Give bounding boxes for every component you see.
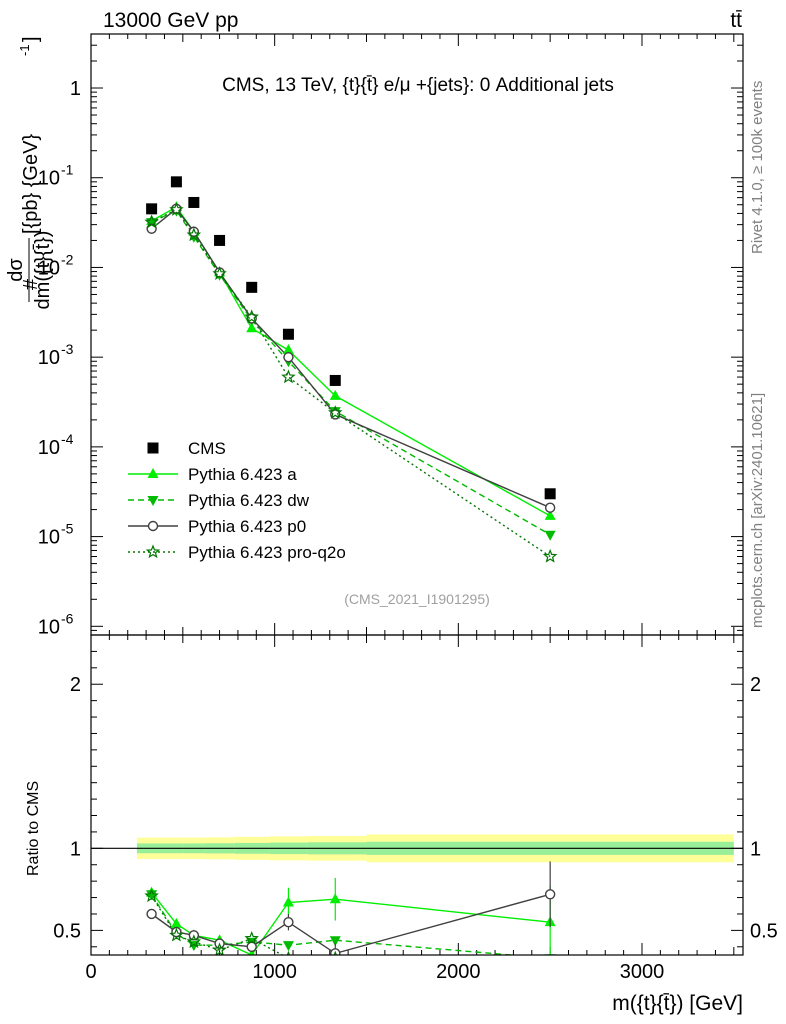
data-point-q2o (283, 371, 294, 382)
y-tick-exponent: -1 (61, 162, 74, 178)
data-point-dw (545, 531, 556, 541)
legend-label-a: Pythia 6.423 a (188, 465, 297, 484)
ratio-y-tick-label-right: 0.5 (750, 920, 778, 942)
x-axis-label: m({t}{t̄}) [GeV] (612, 992, 743, 1015)
svg-text:dσ: dσ (5, 258, 27, 282)
y-tick-exponent: -2 (61, 251, 74, 267)
ratio-point-p0 (284, 918, 293, 927)
data-point-cms (330, 375, 341, 386)
y-tick-label: 1 (70, 78, 81, 100)
ratio-plot-frame (91, 635, 743, 955)
ratio-point-a (283, 896, 294, 906)
data-point-p0 (546, 503, 555, 512)
y-tick-exponent: -6 (61, 610, 74, 626)
main-plot-panel: 110-110-210-310-410-510-6 CMS, 13 TeV, {… (5, 34, 743, 638)
analysis-watermark: (CMS_2021_I1901295) (344, 591, 490, 607)
data-point-p0 (284, 353, 293, 362)
ratio-point-dw (545, 954, 556, 964)
header-process-label: tt̄ (730, 9, 742, 32)
ratio-y-tick-label: 0.5 (53, 920, 81, 942)
legend: CMS Pythia 6.423 a Pythia 6.423 dw Pythia 6… (128, 439, 346, 562)
legend-marker-cms (148, 443, 159, 454)
legend-marker-a (148, 468, 159, 478)
y-tick-label: 10 (38, 437, 60, 459)
y-tick-label: 10 (38, 616, 60, 638)
ratio-point-p0 (147, 909, 156, 918)
y-tick-exponent: -3 (61, 341, 74, 357)
legend-marker-p0 (149, 522, 158, 531)
header-beam-label: 13000 GeV pp (103, 9, 238, 32)
x-tick-label: 1000 (252, 961, 297, 983)
ratio-point-p0 (546, 890, 555, 899)
data-point-cms (214, 235, 225, 246)
data-point-cms (283, 329, 294, 340)
legend-label-cms: CMS (188, 439, 226, 458)
plot-title: CMS, 13 TeV, {t}{t̄} e/μ +{jets}: 0 Addi… (222, 75, 614, 96)
data-point-cms (146, 203, 157, 214)
svg-text:]: ] (20, 36, 42, 42)
ratio-y-tick-label-right: 1 (750, 838, 761, 860)
data-point-cms (171, 176, 182, 187)
series-line-p0 (152, 209, 551, 508)
legend-label-p0: Pythia 6.423 p0 (188, 517, 306, 536)
data-point-cms (188, 197, 199, 208)
legend-marker-dw (148, 496, 159, 506)
ratio-point-a (330, 893, 341, 903)
svg-text:-1: -1 (17, 44, 32, 56)
rivet-version-label: Rivet 4.1.0, ≥ 100k events (749, 81, 766, 254)
ratio-y-axis-label: Ratio to CMS (25, 781, 42, 876)
ratio-point-dw (283, 941, 294, 951)
x-tick-label: 3000 (620, 961, 665, 983)
ratio-y-tick-label: 2 (70, 674, 81, 696)
x-tick-label: 0 (85, 961, 96, 983)
legend-label-q2o: Pythia 6.423 pro-q2o (188, 543, 346, 562)
svg-text:[{pb} {GeV}: [{pb} {GeV} (20, 134, 42, 234)
mcplots-label: mcplots.cern.ch [arXiv:2401.10621] (749, 393, 766, 628)
y-tick-exponent: -5 (61, 521, 74, 537)
ratio-plot-panel: 0.5 0.5 1 1 2 2 0 1000 2000 3000 Ratio to CMS m({… (25, 635, 778, 1015)
ratio-y-tick-label: 1 (70, 838, 81, 860)
chart-figure: 13000 GeV pp tt̄ Rivet 4.1.0, ≥ 100k eve… (0, 0, 786, 1024)
svg-text:dm({t}{t̄}): dm({t}{t̄}) (32, 231, 54, 310)
y-tick-exponent: -4 (61, 431, 74, 447)
y-tick-label: 10 (38, 347, 60, 369)
x-tick-label: 2000 (436, 961, 481, 983)
data-point-cms (246, 282, 257, 293)
data-point-cms (545, 488, 556, 499)
legend-label-dw: Pythia 6.423 dw (188, 491, 310, 510)
ratio-line-q2o (152, 896, 551, 980)
ratio-point-q2o (544, 974, 555, 985)
y-tick-label: 10 (38, 527, 60, 549)
ratio-y-tick-label-right: 2 (750, 674, 761, 696)
